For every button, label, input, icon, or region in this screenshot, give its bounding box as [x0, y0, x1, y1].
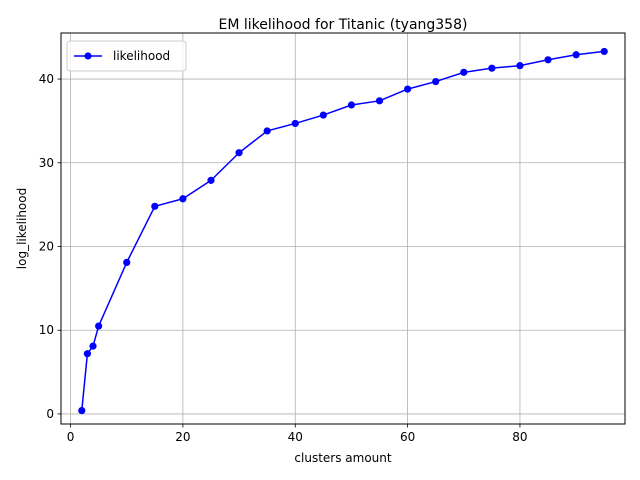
x-tick-label: 80	[512, 430, 527, 444]
x-tick-label: 40	[288, 430, 303, 444]
data-point	[179, 195, 187, 203]
legend-label: likelihood	[113, 49, 170, 63]
series-line-likelihood	[81, 50, 605, 411]
chart-title: EM likelihood for Titanic (tyang358)	[219, 17, 468, 33]
data-point	[89, 342, 97, 350]
y-axis-label: log_likelihood	[15, 188, 29, 269]
x-tick-label: 60	[400, 430, 415, 444]
data-point	[432, 77, 440, 86]
y-tick-label: 20	[39, 240, 54, 254]
x-tick-label: 20	[175, 430, 190, 444]
data-point	[207, 176, 215, 184]
data-point	[319, 111, 327, 119]
data-point	[488, 64, 496, 72]
data-point	[123, 258, 131, 267]
grid-lines	[61, 33, 625, 424]
y-tick-label: 0	[46, 407, 54, 421]
data-point	[83, 350, 92, 358]
data-point	[544, 56, 552, 64]
ticks: 0 20 40 60 80 0 10 20 30 40	[39, 72, 528, 444]
x-axis-label: clusters amount	[294, 451, 391, 465]
data-point	[263, 127, 271, 135]
data-point	[235, 149, 243, 157]
legend-box	[66, 40, 187, 72]
y-tick-label: 30	[39, 156, 54, 170]
data-point	[151, 202, 159, 210]
data-point	[404, 85, 412, 93]
data-point	[572, 51, 580, 59]
data-point	[78, 407, 86, 415]
y-tick-label: 40	[39, 72, 54, 86]
data-point	[95, 322, 103, 330]
data-point	[375, 97, 384, 105]
data-point	[516, 62, 524, 70]
data-point	[347, 101, 356, 109]
plot-frame	[60, 32, 626, 425]
legend: likelihood	[66, 40, 187, 72]
data-point	[291, 119, 299, 128]
data-point	[460, 68, 468, 76]
data-point	[600, 47, 608, 56]
legend-marker-sample	[84, 52, 92, 60]
x-tick-label: 0	[67, 430, 75, 444]
series-layer	[78, 47, 608, 415]
y-tick-label: 10	[39, 323, 54, 337]
